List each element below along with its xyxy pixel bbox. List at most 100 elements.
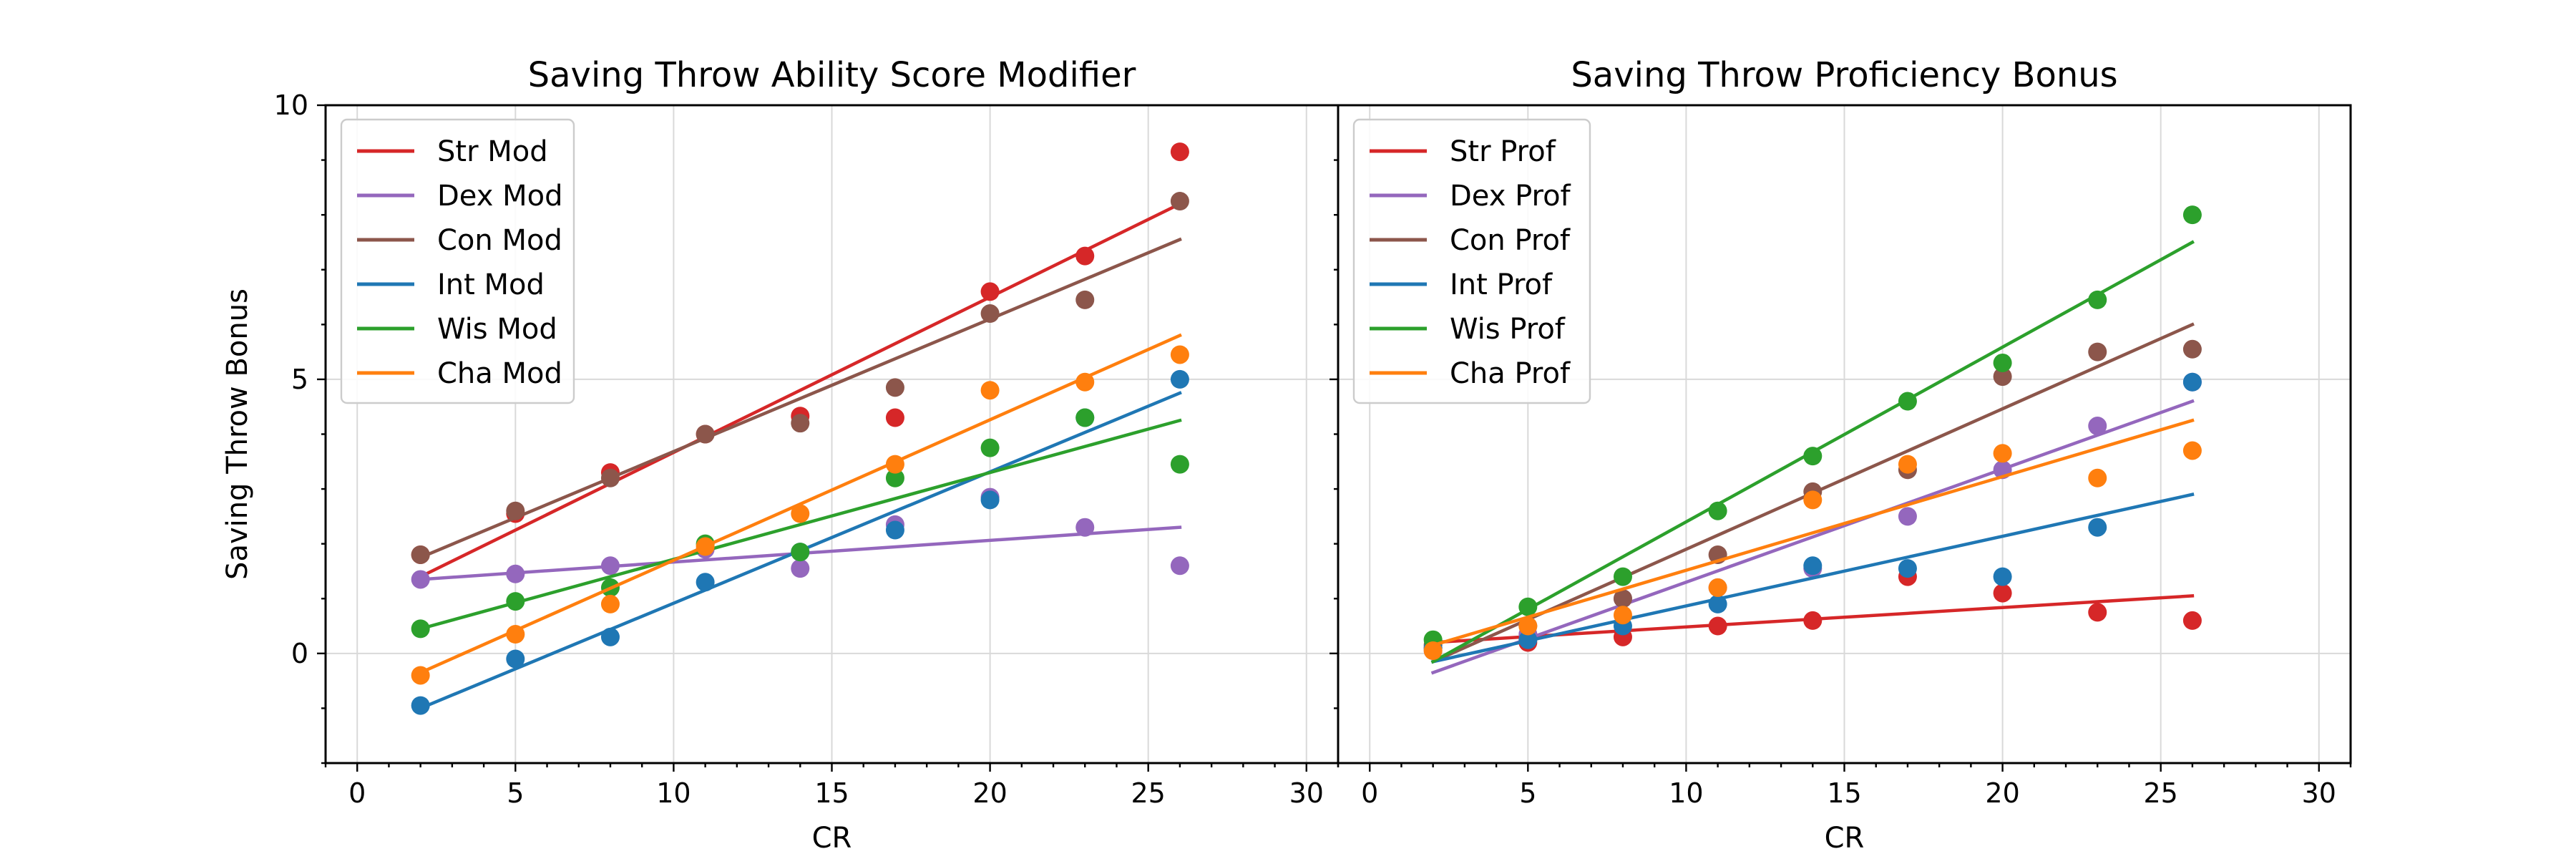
data-point bbox=[980, 282, 1000, 301]
data-point bbox=[1898, 559, 1917, 578]
data-point bbox=[885, 468, 904, 487]
x-tick-label: 0 bbox=[1361, 777, 1378, 809]
legend: Str Prof Dex Prof Con Prof Int Prof Wis Prof… bbox=[1352, 118, 1591, 404]
data-point bbox=[980, 438, 1000, 457]
legend-label: Con Prof bbox=[1450, 224, 1571, 257]
data-point bbox=[411, 545, 430, 564]
data-point bbox=[1518, 630, 1538, 649]
data-point bbox=[1993, 567, 2012, 586]
x-tick-label: 30 bbox=[2302, 777, 2336, 809]
data-point bbox=[600, 468, 620, 487]
data-point bbox=[1708, 616, 1727, 636]
data-point bbox=[1993, 583, 2012, 603]
data-point bbox=[2088, 603, 2107, 622]
legend-label: Wis Prof bbox=[1450, 313, 1566, 346]
x-axis-label: CR bbox=[1825, 822, 1865, 855]
y-axis-label: Saving Throw Bonus bbox=[221, 288, 254, 580]
data-point bbox=[1518, 616, 1538, 636]
data-point bbox=[1613, 606, 1632, 625]
data-point bbox=[791, 414, 810, 433]
data-point bbox=[1898, 455, 1917, 474]
y-tick-label: 0 bbox=[291, 638, 308, 669]
data-point bbox=[696, 424, 715, 444]
x-tick-label: 25 bbox=[1131, 777, 1166, 809]
data-point bbox=[1708, 578, 1727, 597]
data-point bbox=[1613, 589, 1632, 608]
data-point bbox=[2088, 468, 2107, 487]
data-point bbox=[1075, 290, 1095, 309]
x-tick-label: 20 bbox=[1985, 777, 2019, 809]
data-point bbox=[506, 649, 525, 669]
fit-line-cha-prof bbox=[1430, 418, 2195, 648]
data-point bbox=[1423, 641, 1443, 661]
legend-label: Wis Mod bbox=[437, 313, 557, 346]
data-point bbox=[980, 490, 1000, 510]
x-tick-label: 5 bbox=[507, 777, 524, 809]
x-axis-label: CR bbox=[812, 822, 852, 855]
subplot-title: Saving Throw Ability Score Modifier bbox=[528, 55, 1136, 95]
subplot-title: Saving Throw Proficiency Bonus bbox=[1571, 55, 2117, 95]
data-point bbox=[791, 543, 810, 562]
data-point bbox=[1170, 345, 1189, 364]
legend-label: Dex Prof bbox=[1450, 180, 1571, 213]
legend-label: Int Mod bbox=[437, 268, 545, 301]
legend-label: Str Mod bbox=[437, 135, 548, 168]
x-tick-label: 15 bbox=[814, 777, 849, 809]
data-point bbox=[411, 570, 430, 589]
data-point bbox=[791, 559, 810, 578]
data-point bbox=[2088, 342, 2107, 361]
y-tick-label: 10 bbox=[274, 89, 308, 121]
legend-box bbox=[340, 118, 575, 404]
data-point bbox=[506, 501, 525, 520]
legend-label: Int Prof bbox=[1450, 268, 1553, 301]
data-point bbox=[1075, 246, 1095, 266]
data-point bbox=[2182, 339, 2202, 359]
data-point bbox=[980, 381, 1000, 400]
data-point bbox=[1518, 597, 1538, 616]
x-tick-label: 15 bbox=[1827, 777, 1861, 809]
data-point bbox=[885, 455, 904, 474]
data-point bbox=[1803, 611, 1823, 630]
data-point bbox=[2182, 611, 2202, 630]
data-point bbox=[1803, 556, 1823, 576]
right-subplot: 0 5 10 15 20 25 30 Saving Throw Proficiency Bon… bbox=[1330, 55, 2352, 855]
fit-line-cha-mod bbox=[418, 333, 1182, 675]
data-point bbox=[411, 619, 430, 639]
left-subplot: 0 5 10 15 20 25 30 0 5 10 Saving Throw Ability Sco… bbox=[221, 55, 1340, 855]
data-point bbox=[1993, 367, 2012, 387]
legend-label: Cha Mod bbox=[437, 357, 562, 390]
legend-label: Con Mod bbox=[437, 224, 562, 257]
data-point bbox=[885, 378, 904, 397]
x-tick-label: 10 bbox=[1669, 777, 1703, 809]
fit-line-int-prof bbox=[1430, 492, 2195, 664]
data-point bbox=[1170, 455, 1189, 474]
data-point bbox=[506, 625, 525, 644]
data-point bbox=[1170, 556, 1189, 576]
data-point bbox=[1803, 490, 1823, 510]
fit-line-str-mod bbox=[418, 201, 1182, 579]
data-point bbox=[1993, 353, 2012, 372]
data-point bbox=[696, 537, 715, 556]
data-point bbox=[2088, 417, 2107, 436]
fit-line-con-mod bbox=[418, 237, 1182, 560]
data-point bbox=[1803, 447, 1823, 466]
x-tick-label: 20 bbox=[972, 777, 1007, 809]
data-point bbox=[1170, 369, 1189, 389]
fit-line-wis-mod bbox=[418, 418, 1182, 631]
data-point bbox=[2182, 205, 2202, 225]
data-point bbox=[1898, 392, 1917, 411]
data-point bbox=[506, 592, 525, 611]
data-point bbox=[1708, 501, 1727, 520]
data-point bbox=[506, 564, 525, 583]
data-point bbox=[1170, 192, 1189, 211]
x-tick-label: 0 bbox=[348, 777, 366, 809]
data-point bbox=[1708, 594, 1727, 613]
data-point bbox=[1170, 142, 1189, 162]
legend-label: Dex Mod bbox=[437, 180, 562, 213]
data-point bbox=[411, 666, 430, 685]
data-point bbox=[2088, 518, 2107, 537]
data-point bbox=[885, 408, 904, 427]
data-point bbox=[980, 304, 1000, 324]
legend-box bbox=[1352, 118, 1591, 404]
